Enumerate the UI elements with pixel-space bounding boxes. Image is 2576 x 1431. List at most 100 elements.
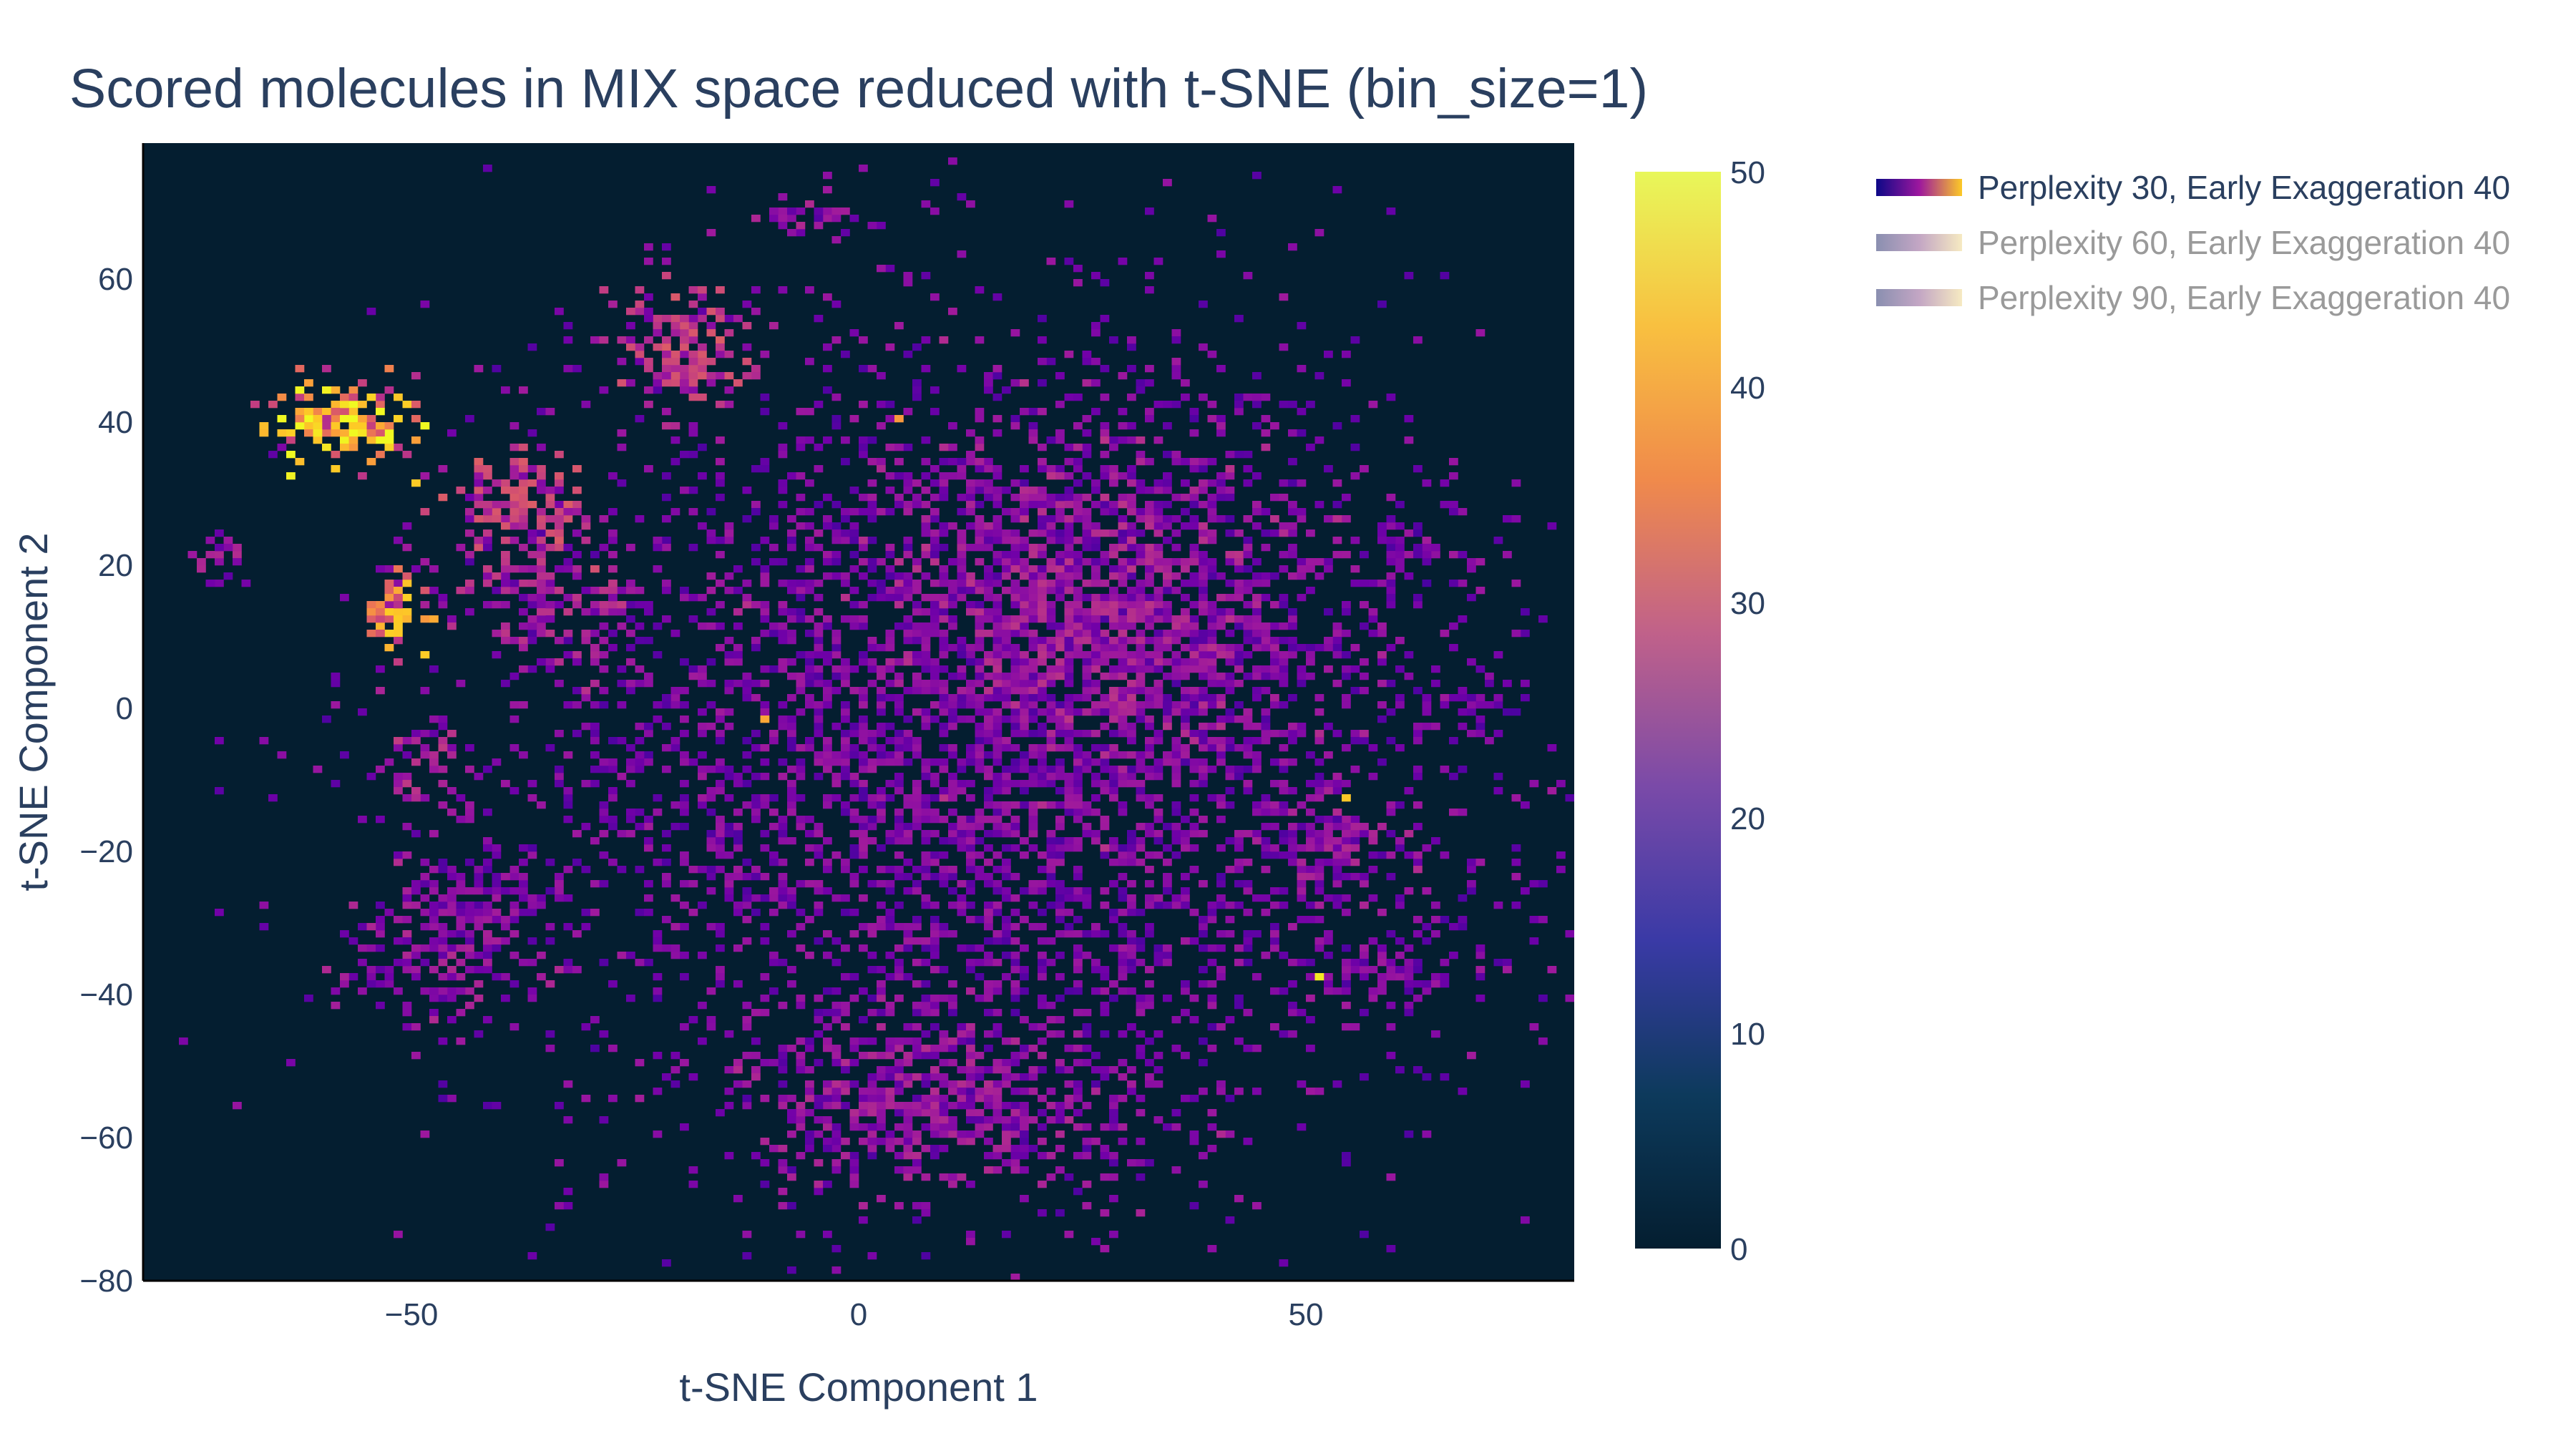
heatmap-cell	[831, 937, 841, 945]
heatmap-cell	[1020, 558, 1029, 566]
heatmap-cell	[563, 1116, 573, 1124]
heatmap-cell	[447, 730, 457, 738]
heatmap-cell	[823, 687, 832, 695]
heatmap-cell	[384, 436, 394, 444]
heatmap-cell	[1055, 1109, 1065, 1117]
heatmap-cell	[635, 601, 645, 609]
heatmap-cell	[921, 995, 931, 1002]
heatmap-cell	[966, 200, 975, 208]
heatmap-cell	[1010, 995, 1020, 1002]
heatmap-cell	[527, 794, 537, 802]
legend-swatch[interactable]	[1876, 289, 1962, 306]
heatmap-cell	[1422, 887, 1432, 895]
heatmap-cell	[939, 458, 949, 466]
heatmap-cell	[1055, 766, 1065, 773]
heatmap-cell	[384, 386, 394, 394]
heatmap-cell	[787, 894, 796, 902]
heatmap-cell	[384, 608, 394, 616]
heatmap-cell	[1163, 515, 1172, 523]
heatmap-cell	[939, 837, 949, 845]
heatmap-cell	[859, 658, 868, 666]
heatmap-cell	[1153, 608, 1163, 616]
heatmap-cell	[877, 816, 886, 824]
heatmap-cell	[1127, 572, 1136, 580]
heatmap-cell	[1082, 658, 1092, 666]
heatmap-cell	[984, 1080, 993, 1088]
heatmap-cell	[537, 551, 546, 559]
heatmap-cell	[465, 937, 474, 945]
legend-item-label[interactable]: Perplexity 90, Early Exaggeration 40	[1978, 279, 2510, 316]
heatmap-cell	[527, 995, 537, 1002]
heatmap-cell	[1297, 565, 1307, 573]
heatmap-cell	[814, 622, 824, 630]
heatmap-cell	[635, 758, 645, 766]
heatmap-cell	[921, 801, 931, 809]
heatmap-cell	[1163, 644, 1172, 652]
heatmap-cell	[706, 358, 716, 366]
heatmap-cell	[537, 544, 546, 552]
heatmap-cell	[814, 1130, 824, 1138]
heatmap-cell	[670, 458, 680, 466]
heatmap-cell	[706, 923, 716, 931]
legend-item-label[interactable]: Perplexity 30, Early Exaggeration 40	[1978, 169, 2510, 206]
heatmap-cell	[1324, 823, 1333, 831]
heatmap-cell	[742, 1016, 752, 1024]
heatmap-cell	[670, 687, 680, 695]
heatmap-cell	[1010, 680, 1020, 688]
heatmap-cell	[662, 944, 671, 952]
heatmap-cell	[814, 751, 824, 759]
heatmap-cell	[456, 680, 466, 688]
heatmap-cell	[1028, 1023, 1038, 1031]
heatmap-cell	[1153, 794, 1163, 802]
heatmap-cell	[447, 866, 457, 874]
heatmap-cell	[1153, 508, 1163, 516]
heatmap-cell	[796, 565, 806, 573]
heatmap-cell	[1475, 730, 1485, 738]
heatmap-cell	[814, 401, 824, 409]
heatmap-cell	[751, 286, 761, 294]
legend-swatch[interactable]	[1876, 179, 1962, 196]
heatmap-cell	[1020, 758, 1029, 766]
heatmap-cell	[376, 980, 385, 988]
heatmap-cell	[366, 601, 376, 609]
heatmap-cell	[1010, 529, 1020, 537]
heatmap-cell	[867, 730, 877, 738]
heatmap-cell	[939, 701, 949, 709]
heatmap-cell	[1181, 894, 1190, 902]
heatmap-cell	[885, 487, 895, 494]
heatmap-cell	[966, 687, 975, 695]
heatmap-cell	[1171, 894, 1181, 902]
heatmap-cell	[805, 558, 814, 566]
heatmap-cell	[617, 830, 627, 838]
heatmap-cell	[1297, 873, 1307, 881]
heatmap-cell	[966, 508, 975, 516]
heatmap-cell	[1002, 887, 1011, 895]
heatmap-cell	[966, 701, 975, 709]
heatmap-cell	[921, 644, 931, 652]
heatmap-cell	[805, 358, 814, 366]
heatmap-cell	[1002, 508, 1011, 516]
heatmap-cell	[1073, 773, 1083, 781]
heatmap-cell	[402, 937, 412, 945]
heatmap-cell	[1207, 644, 1217, 652]
heatmap-cell	[1127, 987, 1136, 995]
heatmap-cell	[1306, 995, 1315, 1002]
heatmap-cell	[742, 737, 752, 745]
heatmap-cell	[984, 1066, 993, 1074]
heatmap-cell	[814, 880, 824, 888]
heatmap-cell	[849, 522, 859, 530]
heatmap-cell	[823, 701, 832, 709]
heatmap-cell	[509, 887, 519, 895]
heatmap-cell	[599, 809, 609, 816]
legend-swatch[interactable]	[1876, 234, 1962, 251]
heatmap-cell	[903, 837, 913, 845]
legend-item-label[interactable]: Perplexity 60, Early Exaggeration 40	[1978, 224, 2510, 261]
heatmap-cell	[1207, 1123, 1217, 1131]
heatmap-cell	[975, 487, 985, 494]
heatmap-cell	[903, 1037, 913, 1045]
heatmap-cell	[984, 630, 993, 638]
heatmap-cell	[537, 658, 546, 666]
heatmap-cell	[688, 544, 698, 552]
heatmap-cell	[903, 272, 913, 280]
heatmap-cell	[849, 723, 859, 731]
